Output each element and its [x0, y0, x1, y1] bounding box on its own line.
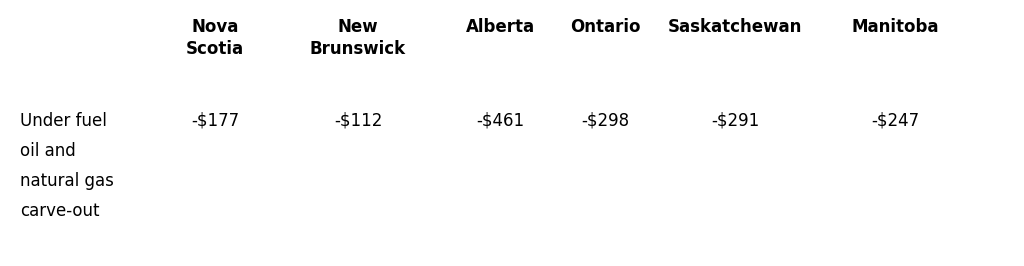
Text: New
Brunswick: New Brunswick — [310, 18, 407, 57]
Text: -$112: -$112 — [334, 112, 382, 130]
Text: Nova
Scotia: Nova Scotia — [186, 18, 244, 57]
Text: Ontario: Ontario — [569, 18, 640, 36]
Text: -$298: -$298 — [581, 112, 629, 130]
Text: -$247: -$247 — [871, 112, 920, 130]
Text: -$461: -$461 — [476, 112, 524, 130]
Text: Alberta: Alberta — [466, 18, 535, 36]
Text: Under fuel: Under fuel — [20, 112, 106, 130]
Text: natural gas: natural gas — [20, 172, 114, 190]
Text: oil and: oil and — [20, 142, 76, 160]
Text: Saskatchewan: Saskatchewan — [668, 18, 802, 36]
Text: Manitoba: Manitoba — [851, 18, 939, 36]
Text: -$291: -$291 — [711, 112, 759, 130]
Text: -$177: -$177 — [190, 112, 239, 130]
Text: carve-out: carve-out — [20, 202, 99, 220]
